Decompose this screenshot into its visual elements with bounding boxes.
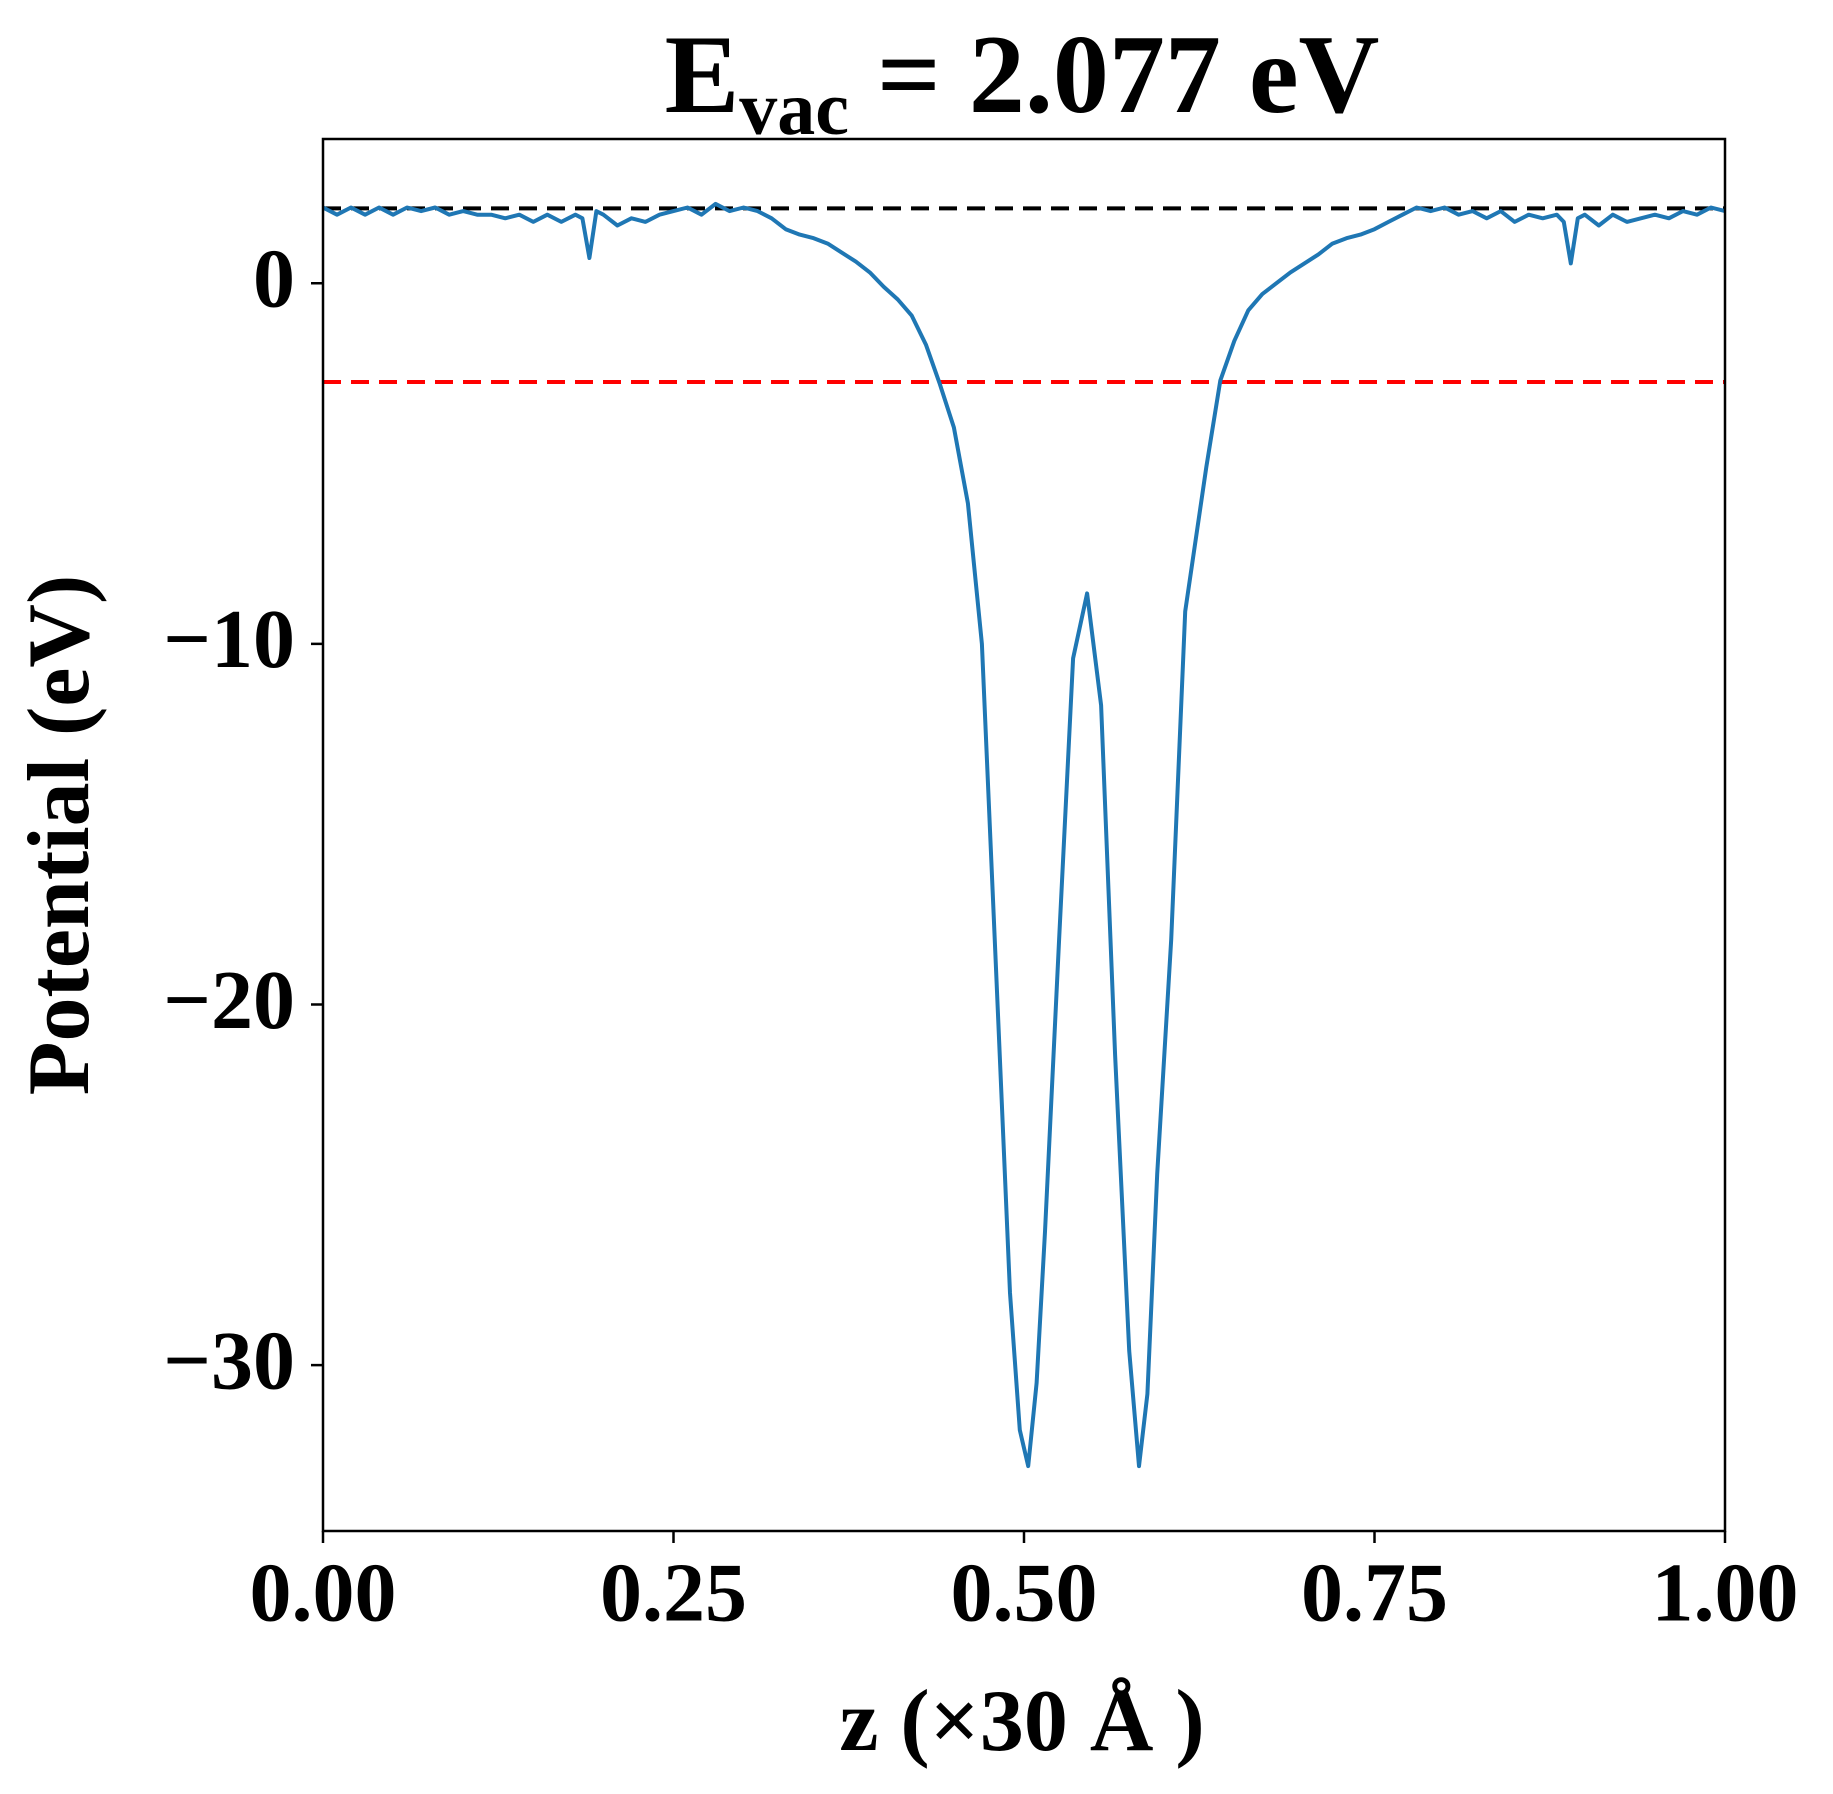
title-rest: = 2.077 eV: [877, 13, 1379, 137]
x-axis-label: z (×30 Å ): [839, 1673, 1204, 1770]
title-sub: vac: [739, 67, 849, 151]
title-main: E: [665, 13, 740, 137]
x-tick-label: 0.00: [250, 1546, 397, 1639]
x-tick-label: 1.00: [1652, 1546, 1799, 1639]
potential-line: [322, 201, 1726, 1469]
x-tick-label: 0.25: [600, 1546, 747, 1639]
y-tick-label: −20: [163, 954, 295, 1047]
x-tick-label: 0.75: [1301, 1546, 1448, 1639]
y-tick-label: 0: [253, 233, 295, 326]
y-axis-label: Potential (eV): [11, 575, 108, 1095]
y-tick-label: −10: [163, 593, 295, 686]
plot-frame: [321, 137, 1727, 1533]
y-tick-label: −30: [163, 1314, 295, 1407]
x-tick-label: 0.50: [951, 1546, 1098, 1639]
chart-title: Evac = 2.077 eV: [665, 13, 1380, 151]
